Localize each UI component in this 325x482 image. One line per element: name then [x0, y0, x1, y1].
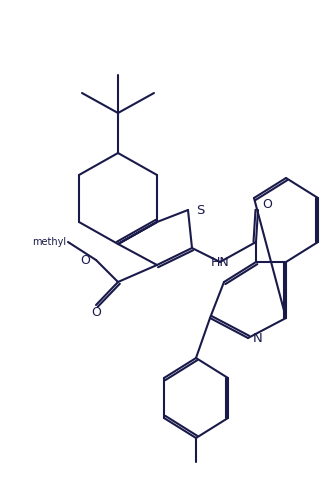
Text: O: O: [80, 254, 90, 267]
Text: HN: HN: [211, 255, 229, 268]
Text: methyl: methyl: [32, 237, 66, 247]
Text: N: N: [253, 332, 263, 345]
Text: O: O: [262, 198, 272, 211]
Text: S: S: [196, 203, 204, 216]
Text: O: O: [91, 307, 101, 320]
